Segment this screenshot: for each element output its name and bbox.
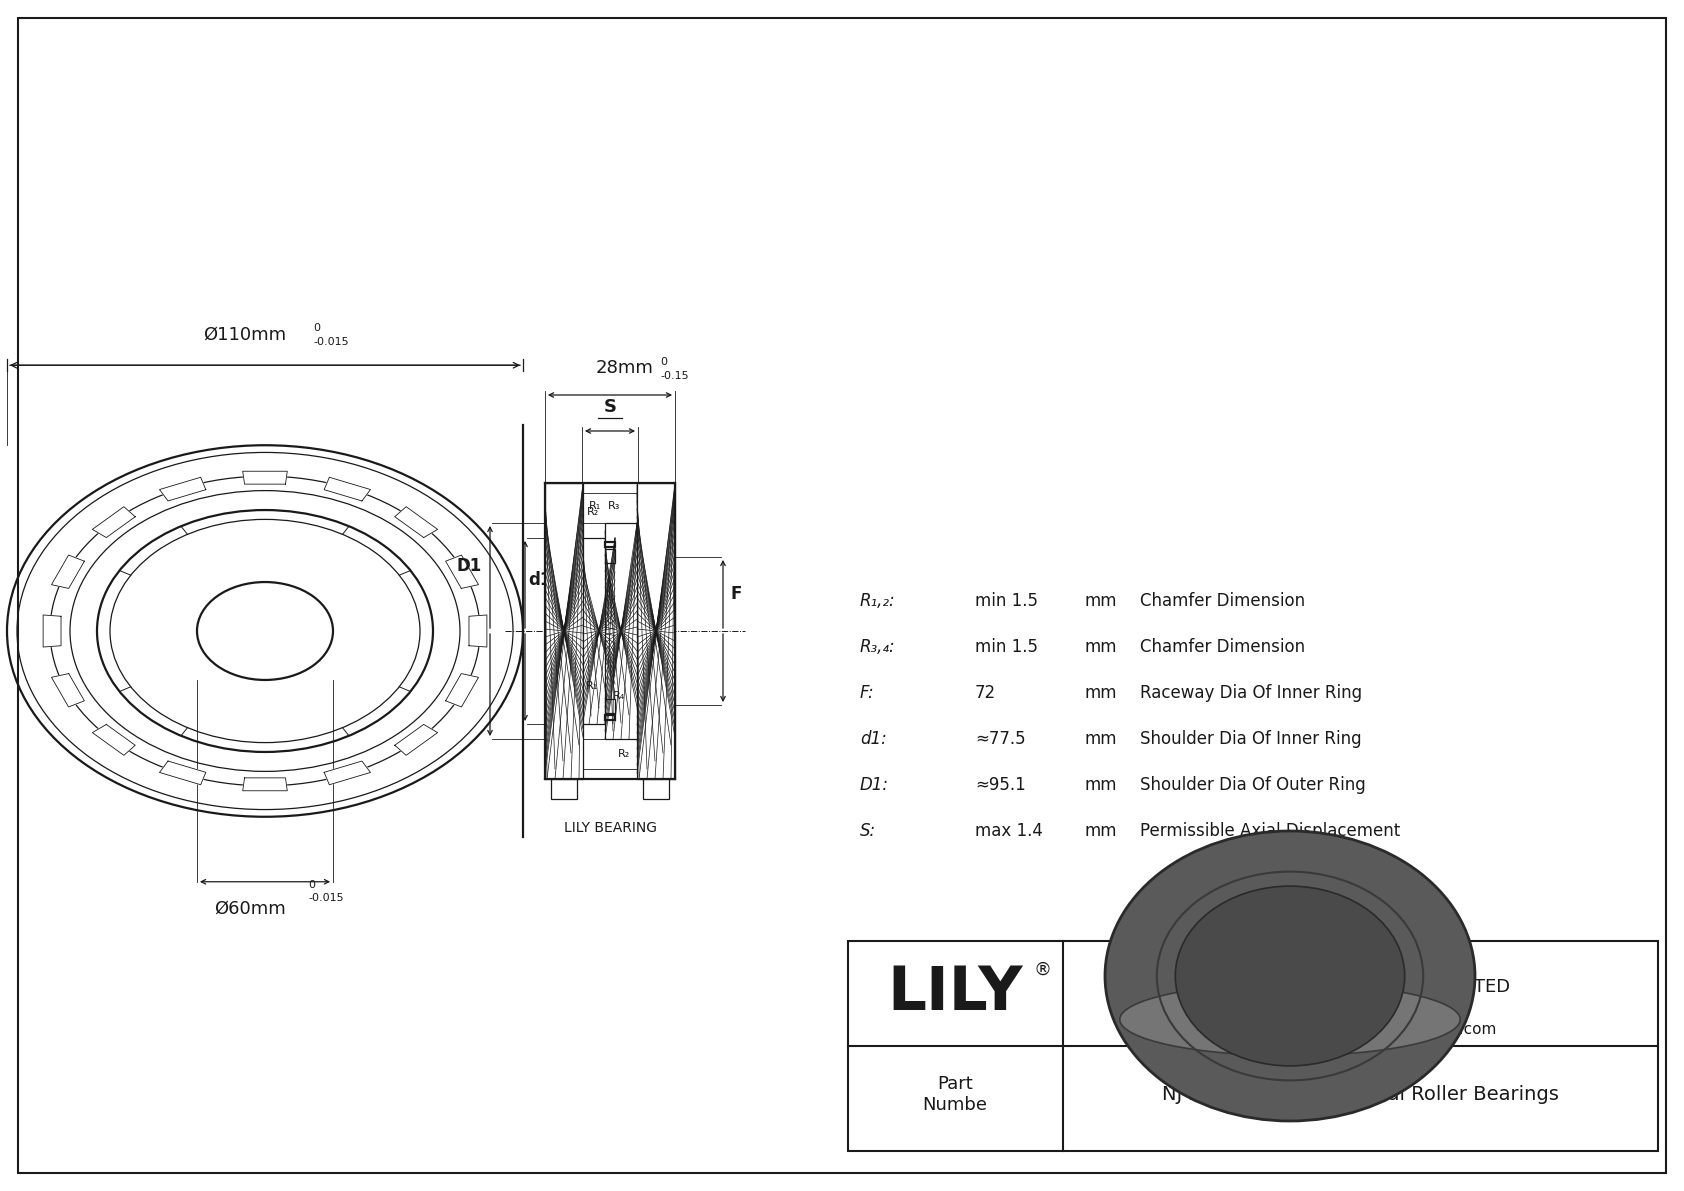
Text: d1: d1: [529, 570, 551, 588]
Text: mm: mm: [1084, 822, 1118, 840]
Polygon shape: [394, 506, 438, 537]
Polygon shape: [44, 615, 61, 647]
Text: max 1.4: max 1.4: [975, 822, 1042, 840]
Text: F: F: [731, 585, 743, 603]
Text: 0: 0: [313, 323, 320, 333]
Text: D1: D1: [456, 557, 482, 575]
Bar: [605, 523, 637, 738]
Bar: [546, 484, 583, 779]
Text: -0.015: -0.015: [313, 337, 349, 348]
Text: Ø60mm: Ø60mm: [214, 899, 286, 918]
Text: R₁,₂:: R₁,₂:: [861, 592, 896, 610]
Polygon shape: [394, 724, 438, 755]
Text: -0.015: -0.015: [308, 893, 344, 903]
Ellipse shape: [1175, 886, 1404, 1066]
Text: Ø110mm: Ø110mm: [204, 325, 286, 343]
Text: LILY BEARING: LILY BEARING: [564, 821, 657, 835]
Text: SHANGHAI LILY BEARING LIMITED: SHANGHAI LILY BEARING LIMITED: [1211, 978, 1511, 996]
Text: min 1.5: min 1.5: [975, 638, 1037, 656]
Text: R₃: R₃: [608, 501, 620, 511]
Text: R₂: R₂: [588, 507, 600, 517]
Text: mm: mm: [1084, 592, 1118, 610]
Bar: [605, 542, 615, 547]
Text: ≈77.5: ≈77.5: [975, 730, 1026, 748]
Text: 72: 72: [975, 684, 997, 701]
Polygon shape: [160, 761, 205, 785]
Text: F:: F:: [861, 684, 874, 701]
Text: R₂: R₂: [618, 749, 630, 759]
Text: LILY: LILY: [887, 964, 1022, 1023]
Bar: [583, 538, 615, 724]
Text: 28mm: 28mm: [596, 358, 653, 378]
Polygon shape: [93, 506, 135, 537]
Text: R₁: R₁: [589, 501, 601, 511]
Bar: [551, 779, 578, 799]
Bar: [849, 941, 1659, 1151]
Text: Permissible Axial Displacement: Permissible Axial Displacement: [1140, 822, 1401, 840]
Ellipse shape: [1105, 831, 1475, 1121]
Text: mm: mm: [1084, 684, 1118, 701]
Polygon shape: [242, 778, 288, 791]
Text: mm: mm: [1084, 777, 1118, 794]
Polygon shape: [323, 761, 370, 785]
Bar: [605, 549, 615, 563]
Text: NJ 2212 ECPH Cylindrical Roller Bearings: NJ 2212 ECPH Cylindrical Roller Bearings: [1162, 1085, 1559, 1104]
Text: S: S: [603, 398, 616, 416]
Text: R₁: R₁: [586, 681, 598, 691]
Text: 0: 0: [660, 357, 667, 367]
Polygon shape: [52, 555, 84, 588]
Text: S:: S:: [861, 822, 876, 840]
Text: ≈95.1: ≈95.1: [975, 777, 1026, 794]
Text: R₃,₄:: R₃,₄:: [861, 638, 896, 656]
Text: mm: mm: [1084, 730, 1118, 748]
Text: 0: 0: [308, 880, 315, 890]
Text: Chamfer Dimension: Chamfer Dimension: [1140, 638, 1305, 656]
Bar: [605, 715, 615, 721]
Polygon shape: [160, 478, 205, 501]
Text: -0.15: -0.15: [660, 372, 689, 381]
Polygon shape: [93, 724, 135, 755]
Text: min 1.5: min 1.5: [975, 592, 1037, 610]
Bar: [643, 779, 669, 799]
Polygon shape: [468, 615, 487, 647]
Text: d1:: d1:: [861, 730, 887, 748]
Polygon shape: [242, 472, 288, 484]
Ellipse shape: [1184, 968, 1285, 1027]
Polygon shape: [323, 478, 370, 501]
Text: Chamfer Dimension: Chamfer Dimension: [1140, 592, 1305, 610]
Polygon shape: [446, 674, 478, 707]
Text: Part
Numbe: Part Numbe: [923, 1075, 987, 1114]
Bar: [605, 699, 615, 713]
Text: Email: lilybearing@lily-bearing.com: Email: lilybearing@lily-bearing.com: [1224, 1022, 1495, 1037]
Ellipse shape: [1246, 928, 1344, 1008]
Text: R₄: R₄: [613, 691, 625, 701]
Text: Shoulder Dia Of Inner Ring: Shoulder Dia Of Inner Ring: [1140, 730, 1362, 748]
Ellipse shape: [1256, 936, 1334, 1000]
Text: Shoulder Dia Of Outer Ring: Shoulder Dia Of Outer Ring: [1140, 777, 1366, 794]
Polygon shape: [52, 674, 84, 707]
Text: ®: ®: [1034, 960, 1052, 979]
Text: D1:: D1:: [861, 777, 889, 794]
Ellipse shape: [1120, 984, 1460, 1055]
Text: Raceway Dia Of Inner Ring: Raceway Dia Of Inner Ring: [1140, 684, 1362, 701]
Bar: [637, 484, 675, 779]
Polygon shape: [446, 555, 478, 588]
Text: mm: mm: [1084, 638, 1118, 656]
